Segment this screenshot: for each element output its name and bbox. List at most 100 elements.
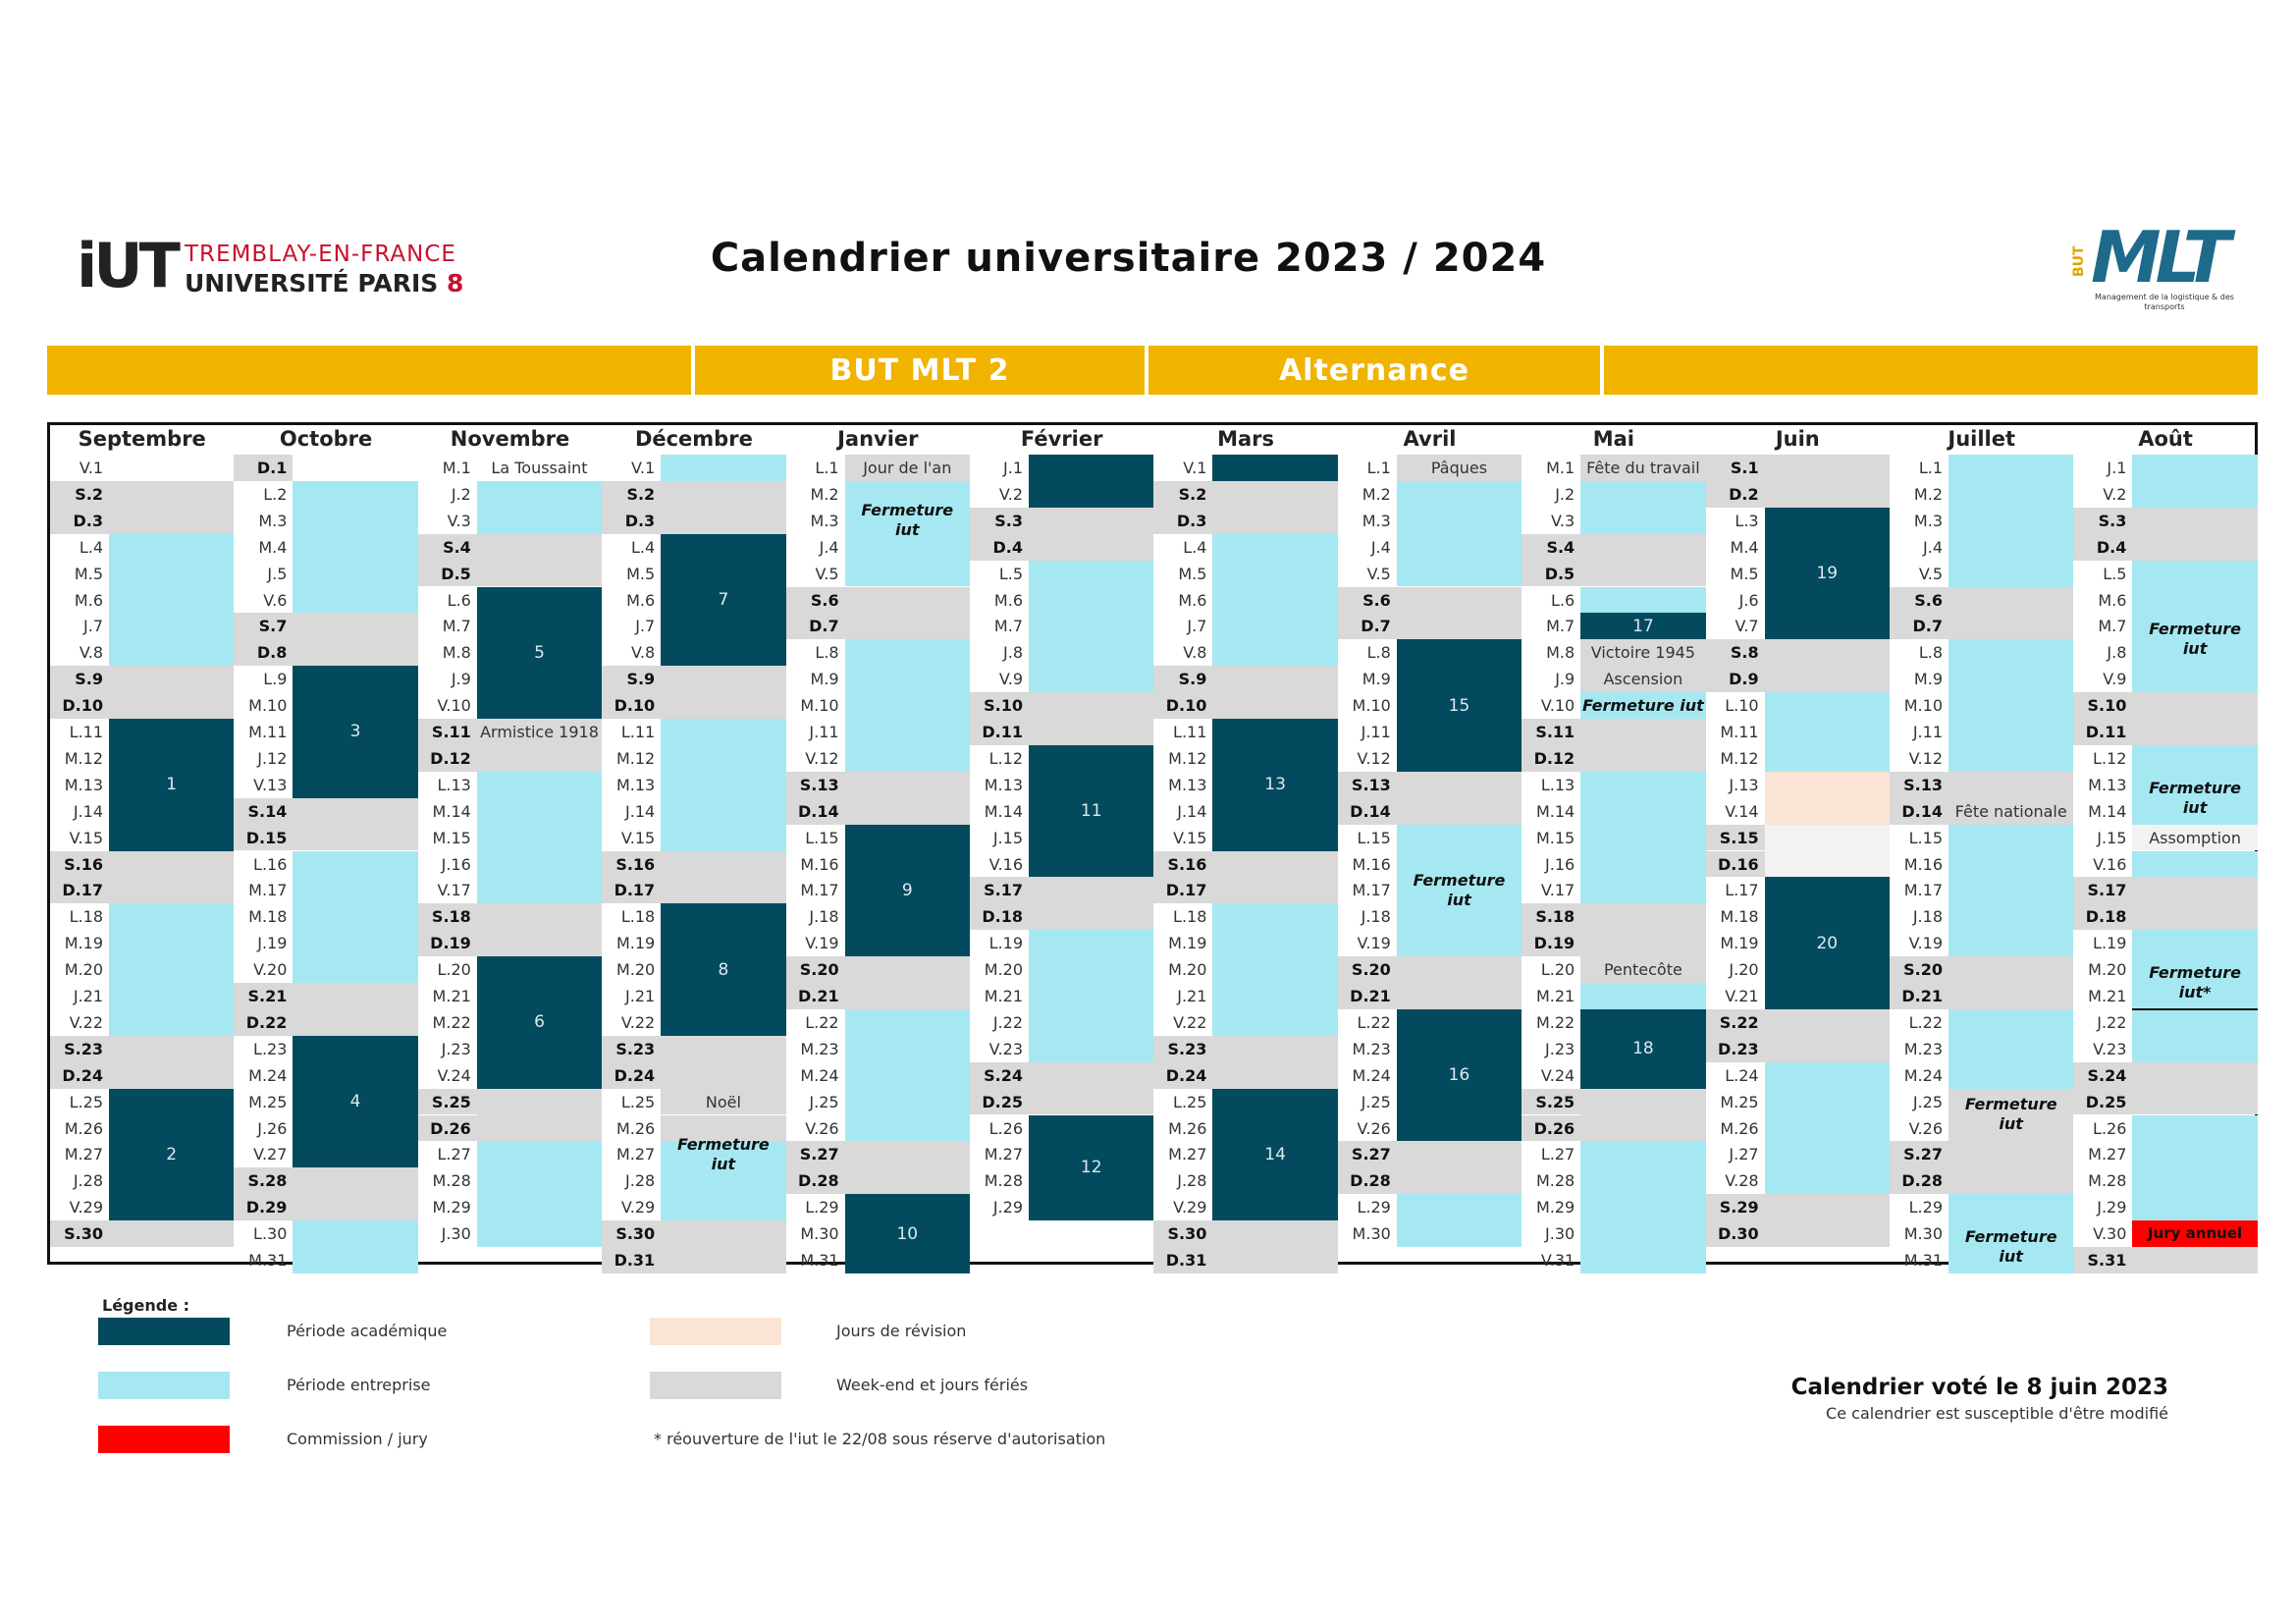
day-label: M.7 <box>1546 617 1575 636</box>
period-block-wk <box>109 480 235 534</box>
weekend-day-cell <box>785 983 845 1009</box>
weekend-day-cell <box>970 877 1029 904</box>
day-label: S.30 <box>1167 1224 1207 1244</box>
day-label: S.2 <box>75 484 103 504</box>
day-label: V.29 <box>1173 1198 1207 1218</box>
mlt-logo-text: MLT <box>2091 216 2231 298</box>
week-number: 10 <box>896 1223 919 1244</box>
weekend-day-cell <box>417 533 477 561</box>
day-label: J.28 <box>73 1171 103 1191</box>
period-block-aca <box>1029 455 1154 508</box>
day-label: M.31 <box>800 1251 839 1270</box>
weekend-day-cell <box>417 1088 477 1115</box>
week-number: 2 <box>166 1144 178 1164</box>
day-label: L.25 <box>69 1092 103 1111</box>
day-label: M.6 <box>993 590 1023 610</box>
period-block-ent <box>1949 1194 2074 1273</box>
day-label: L.16 <box>253 854 288 874</box>
weekend-day-cell <box>602 507 662 534</box>
day-label: D.21 <box>797 987 839 1005</box>
period-block-ent <box>476 1141 603 1247</box>
period-block-wk <box>661 1220 786 1273</box>
day-label: J.14 <box>1177 801 1207 821</box>
weekend-day-cell <box>602 1220 662 1247</box>
day-label: L.27 <box>1540 1145 1575 1164</box>
day-label: V.5 <box>815 564 839 583</box>
day-label: S.6 <box>1914 590 1943 610</box>
weekend-day-cell <box>785 771 845 798</box>
month-header: Septembre <box>78 427 206 451</box>
period-block-wk <box>1212 850 1338 904</box>
fermeture-label: Fermeture <box>1964 1226 2057 1246</box>
day-label: J.11 <box>1361 723 1391 741</box>
fermeture-label: Fermeture <box>1413 870 1506 890</box>
day-label: J.22 <box>2097 1012 2127 1032</box>
day-label: M.30 <box>800 1224 839 1244</box>
period-block-ent <box>2132 1114 2258 1221</box>
day-label: V.31 <box>1540 1251 1575 1270</box>
day-label: J.29 <box>992 1198 1023 1218</box>
day-label: V.8 <box>79 643 103 663</box>
period-block-wk <box>1580 1088 1706 1142</box>
period-block-wk <box>1580 719 1706 772</box>
week-number: 20 <box>1816 933 1839 953</box>
day-label: D.29 <box>245 1198 288 1218</box>
note-noel: Noël <box>705 1092 741 1111</box>
day-label: J.1 <box>1003 459 1023 477</box>
day-label: V.15 <box>69 828 103 847</box>
day-label: D.10 <box>62 696 103 716</box>
month-header: Décembre <box>634 427 753 451</box>
day-label: L.18 <box>1173 907 1207 927</box>
period-block-ent <box>661 719 786 851</box>
day-label: L.2 <box>263 484 288 504</box>
day-label: S.3 <box>994 511 1023 530</box>
day-label: J.27 <box>1729 1145 1759 1164</box>
day-label: J.18 <box>1912 907 1943 927</box>
day-label: J.6 <box>1738 590 1759 610</box>
day-label: L.11 <box>1173 723 1207 741</box>
day-label: V.10 <box>437 696 471 716</box>
period-block-wk <box>109 1035 235 1089</box>
period-block-ent <box>1764 692 1890 772</box>
weekend-day-cell <box>1522 1114 1581 1142</box>
week-number: 4 <box>349 1092 361 1112</box>
period-block-ent <box>1212 903 1338 1036</box>
month-header: Juin <box>1775 427 1820 451</box>
day-label: V.17 <box>437 881 471 900</box>
period-block-ent <box>1396 824 1522 957</box>
day-label: S.20 <box>1351 960 1391 980</box>
day-label: V.26 <box>1908 1118 1943 1138</box>
day-label: M.13 <box>1168 775 1207 794</box>
period-block-ent <box>2132 771 2258 825</box>
day-label: V.12 <box>1908 748 1943 768</box>
day-label: L.12 <box>988 748 1023 768</box>
day-label: M.15 <box>432 828 471 847</box>
weekend-day-cell <box>2073 719 2133 745</box>
day-label: V.21 <box>1725 987 1759 1005</box>
weekend-day-cell <box>1705 850 1765 878</box>
day-label: S.16 <box>64 854 103 874</box>
day-label: M.8 <box>442 643 471 663</box>
weekend-day-cell <box>970 1061 1029 1089</box>
day-label: V.10 <box>1540 696 1575 716</box>
day-label: L.8 <box>1366 643 1391 663</box>
period-block-ent <box>1580 692 1706 719</box>
day-label: J.21 <box>625 987 656 1005</box>
period-block-wk <box>1949 771 2074 825</box>
day-label: D.2 <box>1729 484 1759 504</box>
weekend-day-cell <box>2073 533 2133 561</box>
month-header: Juillet <box>1948 427 2016 451</box>
iut-mark: iUT <box>77 230 181 301</box>
day-label: M.14 <box>2088 801 2127 821</box>
weekend-day-cell <box>50 850 109 878</box>
day-label: M.2 <box>1913 484 1943 504</box>
period-block-ent <box>1029 560 1154 693</box>
day-label: M.3 <box>258 511 288 530</box>
day-label: M.21 <box>984 987 1023 1005</box>
iut-label: iut <box>895 520 920 540</box>
day-label: J.14 <box>625 801 656 821</box>
day-label: V.15 <box>620 828 656 847</box>
day-label: D.26 <box>1533 1118 1575 1138</box>
calendar-grid: Septembre V.1 S.2 D.3 L.4 M.5 M.6 J.7 V.8 S.9 D.10… <box>47 422 2258 1273</box>
period-block-wk <box>1580 639 1706 693</box>
